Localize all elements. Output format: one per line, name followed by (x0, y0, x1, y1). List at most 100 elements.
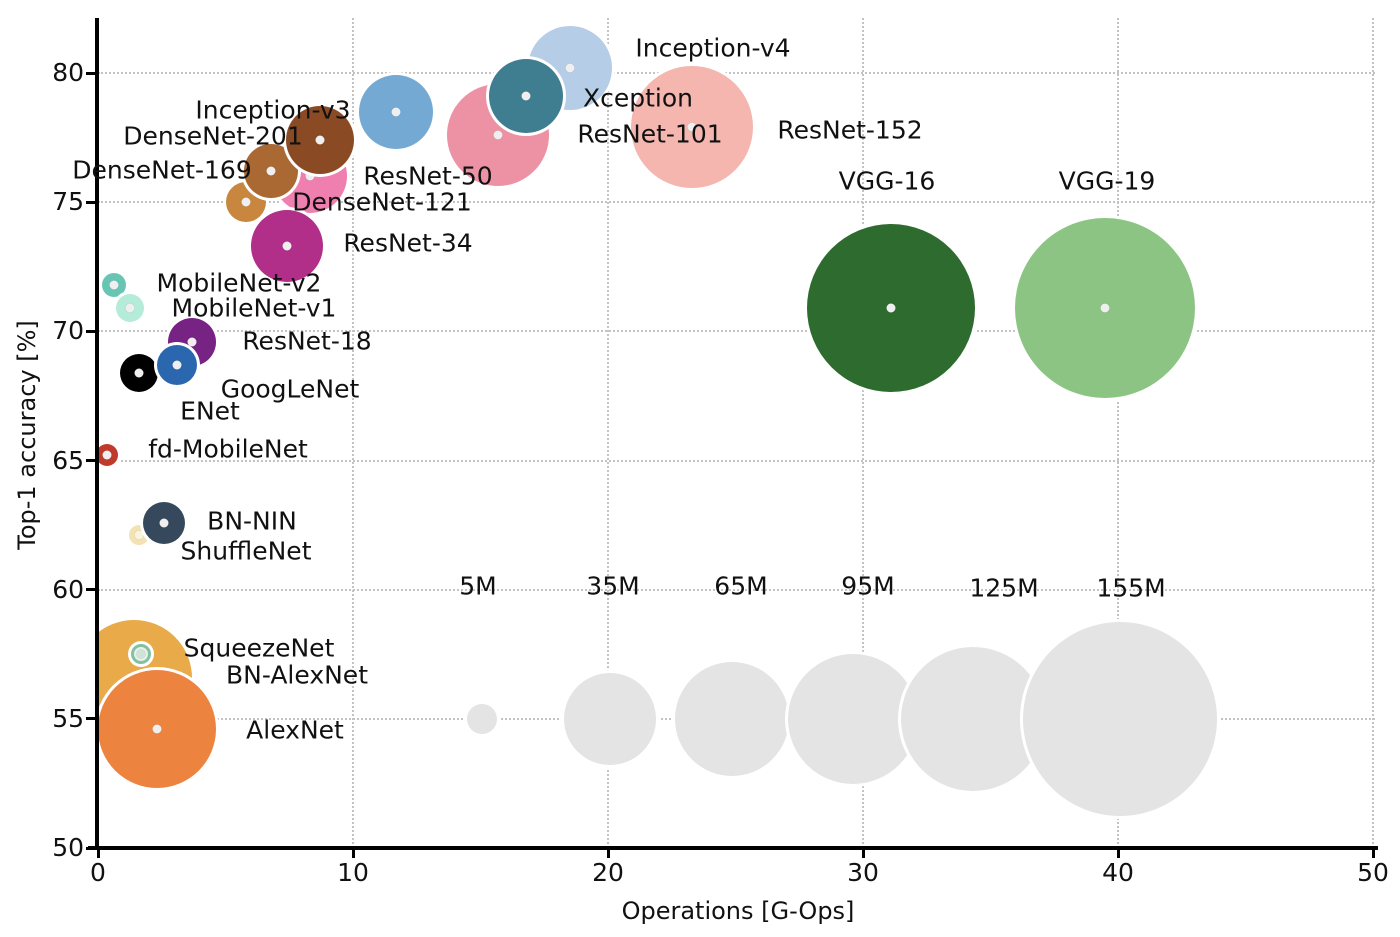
label-xception: Xception (582, 83, 694, 113)
x-axis-title: Operations [G-Ops] (621, 897, 855, 925)
label-enet: ENet (180, 396, 240, 426)
bubble-center-dot (282, 241, 292, 251)
x-tick-50 (1371, 848, 1375, 858)
bubble-center-dot (521, 91, 531, 101)
legend-bubble-125m (901, 647, 1045, 791)
bubble-center-dot (565, 63, 575, 73)
bubble-mobilenet-v2 (102, 272, 127, 297)
label-inception-v3: Inception-v3 (195, 95, 351, 125)
bubble-center-dot (159, 518, 169, 527)
y-tick-label-65: 65 (52, 445, 84, 475)
bubble-center-dot (136, 649, 146, 659)
y-tick-label-80: 80 (52, 58, 84, 87)
bubble-vgg-19 (1015, 218, 1196, 399)
legend-bubble-95m (788, 654, 918, 784)
bubble-center-dot (266, 166, 276, 176)
gridline-y-60 (98, 588, 1375, 591)
bubble-inception-v3 (359, 74, 434, 149)
label-shufflenet: ShuffleNet (180, 536, 312, 566)
label-mobilenet-v2: MobileNet-v2 (156, 268, 322, 298)
bubble-center-dot (125, 303, 135, 313)
x-tick-label-30: 30 (847, 858, 879, 887)
bubble-vgg-16 (807, 224, 976, 393)
y-tick-label-50: 50 (52, 833, 84, 862)
y-axis-line (95, 18, 99, 849)
legend-label-155m: 155M (1096, 573, 1166, 603)
gridline-x-30 (862, 18, 864, 848)
x-tick-label-20: 20 (592, 858, 624, 887)
label-resnet-152: ResNet-152 (777, 115, 923, 145)
y-tick-label-55: 55 (52, 703, 84, 733)
y-tick-80 (86, 71, 98, 75)
label-resnet-101: ResNet-101 (577, 119, 723, 149)
x-tick-40 (1116, 848, 1120, 858)
x-axis-line (88, 846, 1378, 850)
bubble-center-dot (172, 360, 182, 370)
bubble-mobilenet-v1 (115, 294, 144, 323)
label-bn-nin: BN-NIN (207, 506, 297, 536)
label-fd-mobilenet: fd-MobileNet (148, 434, 308, 464)
bubble-center-dot (886, 303, 896, 313)
chart-area (98, 18, 1375, 848)
label-inception-v4: Inception-v4 (635, 33, 791, 63)
bubble-bn-nin (143, 501, 186, 544)
label-googlenet: GoogLeNet (220, 374, 360, 404)
label-resnet-50: ResNet-50 (363, 161, 493, 191)
y-tick-50 (86, 846, 98, 850)
y-tick-65 (86, 459, 98, 462)
legend-bubble-65m (675, 662, 789, 776)
bubble-enet (119, 353, 158, 392)
gridline-x-50 (1372, 18, 1374, 848)
label-densenet-201: DenseNet-201 (123, 121, 303, 151)
legend-bubble-155m (1023, 622, 1217, 816)
y-tick-70 (86, 329, 98, 333)
y-tick-label-75: 75 (52, 187, 84, 217)
x-tick-20 (606, 848, 610, 858)
bubble-center-dot (187, 337, 197, 347)
legend-label-95m: 95M (841, 571, 895, 601)
gridline-y-65 (98, 459, 1375, 462)
gridline-y-70 (98, 330, 1375, 333)
bubble-alexnet (98, 670, 216, 789)
x-tick-label-40: 40 (1102, 858, 1134, 887)
label-vgg-19: VGG-19 (1058, 166, 1156, 196)
label-resnet-18: ResNet-18 (242, 326, 372, 356)
legend-label-125m: 125M (969, 573, 1039, 603)
bubble-center-dot (493, 130, 503, 140)
x-tick-label-10: 10 (337, 858, 369, 887)
y-tick-label-60: 60 (52, 574, 84, 604)
y-tick-60 (86, 588, 98, 592)
gridline-y-80 (98, 72, 1375, 74)
bubble-center-dot (102, 450, 112, 460)
bubble-squeezenet (131, 644, 152, 665)
bubble-center-dot (687, 122, 697, 132)
bubble-center-dot (305, 171, 315, 181)
label-densenet-169: DenseNet-169 (72, 155, 252, 185)
y-tick-55 (86, 717, 98, 721)
label-vgg-16: VGG-16 (838, 166, 936, 196)
x-tick-30 (861, 848, 865, 858)
bubble-center-dot (134, 368, 144, 378)
legend-bubble-5m (467, 704, 497, 734)
bubble-center-dot (134, 530, 144, 540)
gridline-x-20 (607, 18, 609, 848)
bubble-center-dot (152, 724, 162, 734)
y-tick-label-70: 70 (52, 316, 84, 346)
label-resnet-34: ResNet-34 (343, 228, 473, 258)
gridline-x-10 (352, 18, 354, 848)
label-squeezenet: SqueezeNet (183, 633, 335, 663)
bubble-center-dot (315, 135, 325, 145)
gridline-x-40 (1117, 18, 1119, 848)
label-bn-alexnet: BN-AlexNet (226, 660, 368, 690)
x-tick-label-0: 0 (90, 858, 106, 887)
legend-label-35m: 35M (586, 571, 640, 601)
bubble-center-dot (241, 197, 251, 207)
bubble-fd-mobilenet (98, 444, 118, 467)
y-axis-title: Top-1 accuracy [%] (13, 320, 41, 550)
bubble-densenet-201 (285, 106, 354, 175)
bubble-center-dot (109, 280, 119, 290)
y-tick-75 (86, 200, 98, 204)
legend-bubble-35m (564, 673, 656, 765)
bubble-center-dot (1100, 303, 1110, 313)
